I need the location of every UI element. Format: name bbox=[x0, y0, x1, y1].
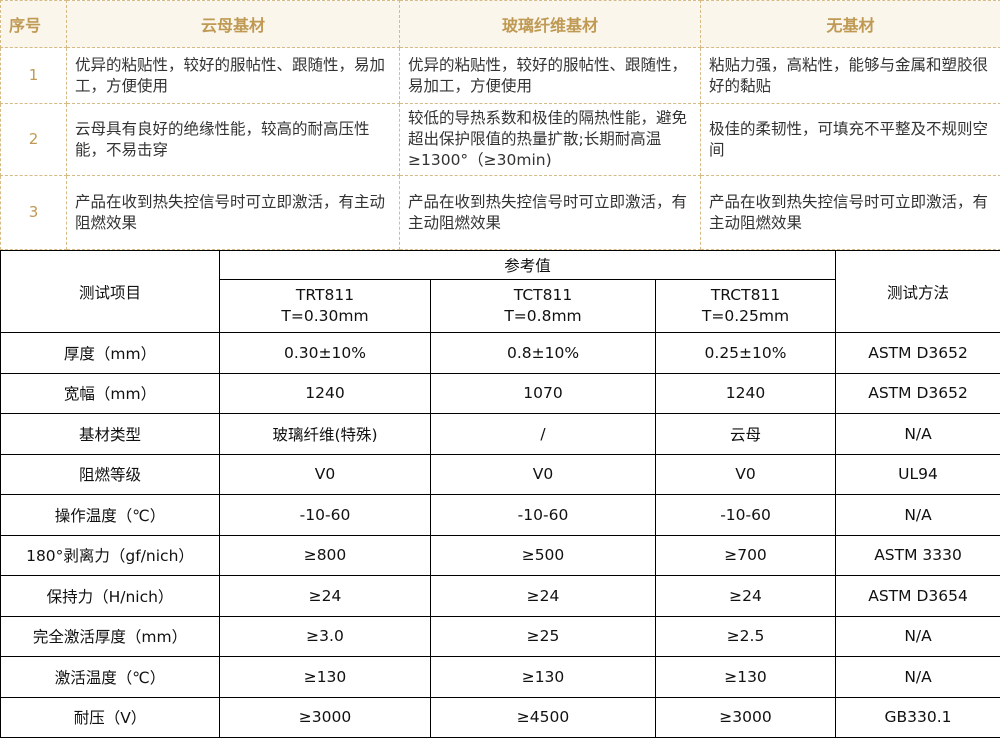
test-item-cell: 宽幅（mm） bbox=[0, 372, 220, 414]
product-model: TCT811 bbox=[513, 286, 573, 304]
no-substrate-cell: 粘贴力强，高粘性，能够与金属和塑胶很好的黏贴 bbox=[700, 47, 1000, 104]
value-cell: / bbox=[430, 413, 656, 455]
method-cell: N/A bbox=[835, 656, 1000, 698]
row-seq: 2 bbox=[0, 103, 67, 176]
mica-cell: 产品在收到热失控信号时可立即激活，有主动阻燃效果 bbox=[66, 175, 400, 250]
header-no-substrate: 无基材 bbox=[700, 0, 1000, 48]
test-item-cell: 耐压（V） bbox=[0, 696, 220, 738]
test-item-cell: 阻燃等级 bbox=[0, 453, 220, 495]
value-cell: ≥4500 bbox=[430, 696, 656, 738]
value-cell: -10-60 bbox=[430, 494, 656, 536]
method-cell: ASTM D3654 bbox=[835, 575, 1000, 617]
value-cell: 1070 bbox=[430, 372, 656, 414]
test-item-cell: 完全激活厚度（mm） bbox=[0, 615, 220, 657]
method-cell: UL94 bbox=[835, 453, 1000, 495]
test-item-cell: 180°剥离力（gf/nich） bbox=[0, 534, 220, 576]
spec-table: 测试项目 参考值 测试方法 TRT811 T=0.30mm TCT811 T=0… bbox=[0, 250, 1000, 738]
table-row: 3 产品在收到热失控信号时可立即激活，有主动阻燃效果 产品在收到热失控信号时可立… bbox=[0, 175, 1000, 250]
test-item-cell: 操作温度（℃） bbox=[0, 494, 220, 536]
spec-header-row: 测试项目 参考值 测试方法 bbox=[0, 250, 1000, 333]
value-cell: ≥24 bbox=[654, 575, 837, 617]
value-cell: ≥130 bbox=[430, 656, 656, 698]
spec-subheader-row: TRT811 T=0.30mm TCT811 T=0.8mm TRCT811 T… bbox=[1, 279, 1000, 333]
value-cell: ≥3.0 bbox=[219, 615, 431, 657]
value-cell: 云母 bbox=[654, 413, 837, 455]
product-header-trct811: TRCT811 T=0.25mm bbox=[654, 279, 837, 333]
value-cell: ≥500 bbox=[430, 534, 656, 576]
value-cell: V0 bbox=[430, 453, 656, 495]
value-cell: 0.30±10% bbox=[219, 332, 431, 374]
value-cell: ≥3000 bbox=[219, 696, 431, 738]
glass-fiber-cell: 较低的导热系数和极佳的隔热性能，避免超出保护限值的热量扩散;长期耐高温≥1300… bbox=[399, 103, 701, 176]
product-thickness: T=0.30mm bbox=[281, 307, 369, 325]
value-cell: 0.25±10% bbox=[654, 332, 837, 374]
value-cell: 玻璃纤维(特殊) bbox=[219, 413, 431, 455]
value-cell: -10-60 bbox=[654, 494, 837, 536]
comparison-header-row: 序号 云母基材 玻璃纤维基材 无基材 bbox=[0, 0, 1000, 48]
product-model: TRT811 bbox=[295, 286, 355, 304]
test-item-header: 测试项目 bbox=[0, 250, 220, 333]
method-cell: ASTM D3652 bbox=[835, 332, 1000, 374]
glass-fiber-cell: 优异的粘贴性，较好的服帖性、跟随性，易加工，方便使用 bbox=[399, 47, 701, 104]
table-row: 操作温度（℃） -10-60 -10-60 -10-60 N/A bbox=[0, 494, 1000, 536]
test-item-cell: 保持力（H/nich） bbox=[0, 575, 220, 617]
method-cell: N/A bbox=[835, 413, 1000, 455]
table-row: 激活温度（℃） ≥130 ≥130 ≥130 N/A bbox=[0, 656, 1000, 698]
substrate-comparison-table: 序号 云母基材 玻璃纤维基材 无基材 1 优异的粘贴性，较好的服帖性、跟随性，易… bbox=[0, 0, 1000, 250]
glass-fiber-cell: 产品在收到热失控信号时可立即激活，有主动阻燃效果 bbox=[399, 175, 701, 250]
mica-cell: 优异的粘贴性，较好的服帖性、跟随性，易加工，方便使用 bbox=[66, 47, 400, 104]
value-cell: 0.8±10% bbox=[430, 332, 656, 374]
method-cell: ASTM D3652 bbox=[835, 372, 1000, 414]
table-row: 阻燃等级 V0 V0 V0 UL94 bbox=[0, 453, 1000, 495]
method-cell: ASTM 3330 bbox=[835, 534, 1000, 576]
value-cell: 1240 bbox=[654, 372, 837, 414]
product-header-trt811: TRT811 T=0.30mm bbox=[219, 279, 431, 333]
method-cell: N/A bbox=[835, 494, 1000, 536]
value-cell: ≥700 bbox=[654, 534, 837, 576]
table-row: 厚度（mm） 0.30±10% 0.8±10% 0.25±10% ASTM D3… bbox=[0, 332, 1000, 374]
value-cell: ≥3000 bbox=[654, 696, 837, 738]
table-row: 2 云母具有良好的绝缘性能，较高的耐高压性能，不易击穿 较低的导热系数和极佳的隔… bbox=[0, 103, 1000, 176]
value-cell: -10-60 bbox=[219, 494, 431, 536]
table-row: 180°剥离力（gf/nich） ≥800 ≥500 ≥700 ASTM 333… bbox=[0, 534, 1000, 576]
test-method-header: 测试方法 bbox=[835, 250, 1000, 333]
header-seq: 序号 bbox=[0, 0, 67, 48]
product-header-tct811: TCT811 T=0.8mm bbox=[430, 279, 656, 333]
table-row: 基材类型 玻璃纤维(特殊) / 云母 N/A bbox=[0, 413, 1000, 455]
value-cell: ≥2.5 bbox=[654, 615, 837, 657]
value-cell: ≥130 bbox=[654, 656, 837, 698]
product-thickness: T=0.8mm bbox=[504, 307, 582, 325]
table-row: 保持力（H/nich） ≥24 ≥24 ≥24 ASTM D3654 bbox=[0, 575, 1000, 617]
table-row: 宽幅（mm） 1240 1070 1240 ASTM D3652 bbox=[0, 372, 1000, 414]
table-row: 耐压（V） ≥3000 ≥4500 ≥3000 GB330.1 bbox=[0, 696, 1000, 738]
product-thickness: T=0.25mm bbox=[701, 307, 790, 325]
value-cell: ≥24 bbox=[430, 575, 656, 617]
value-cell: ≥800 bbox=[219, 534, 431, 576]
value-cell: ≥130 bbox=[219, 656, 431, 698]
test-item-cell: 厚度（mm） bbox=[0, 332, 220, 374]
no-substrate-cell: 产品在收到热失控信号时可立即激活，有主动阻燃效果 bbox=[700, 175, 1000, 250]
value-cell: 1240 bbox=[219, 372, 431, 414]
value-cell: ≥24 bbox=[219, 575, 431, 617]
table-row: 1 优异的粘贴性，较好的服帖性、跟随性，易加工，方便使用 优异的粘贴性，较好的服… bbox=[0, 47, 1000, 104]
value-cell: V0 bbox=[654, 453, 837, 495]
test-item-cell: 激活温度（℃） bbox=[0, 656, 220, 698]
header-glass-fiber: 玻璃纤维基材 bbox=[399, 0, 701, 48]
test-item-cell: 基材类型 bbox=[0, 413, 220, 455]
product-model: TRCT811 bbox=[710, 286, 781, 304]
table-row: 完全激活厚度（mm） ≥3.0 ≥25 ≥2.5 N/A bbox=[0, 615, 1000, 657]
header-mica: 云母基材 bbox=[66, 0, 400, 48]
row-seq: 1 bbox=[0, 47, 67, 104]
no-substrate-cell: 极佳的柔韧性，可填充不平整及不规则空间 bbox=[700, 103, 1000, 176]
method-cell: GB330.1 bbox=[835, 696, 1000, 738]
value-cell: V0 bbox=[219, 453, 431, 495]
value-cell: ≥25 bbox=[430, 615, 656, 657]
reference-value-header: 参考值 bbox=[218, 250, 837, 280]
mica-cell: 云母具有良好的绝缘性能，较高的耐高压性能，不易击穿 bbox=[66, 103, 400, 176]
row-seq: 3 bbox=[0, 175, 67, 250]
method-cell: N/A bbox=[835, 615, 1000, 657]
